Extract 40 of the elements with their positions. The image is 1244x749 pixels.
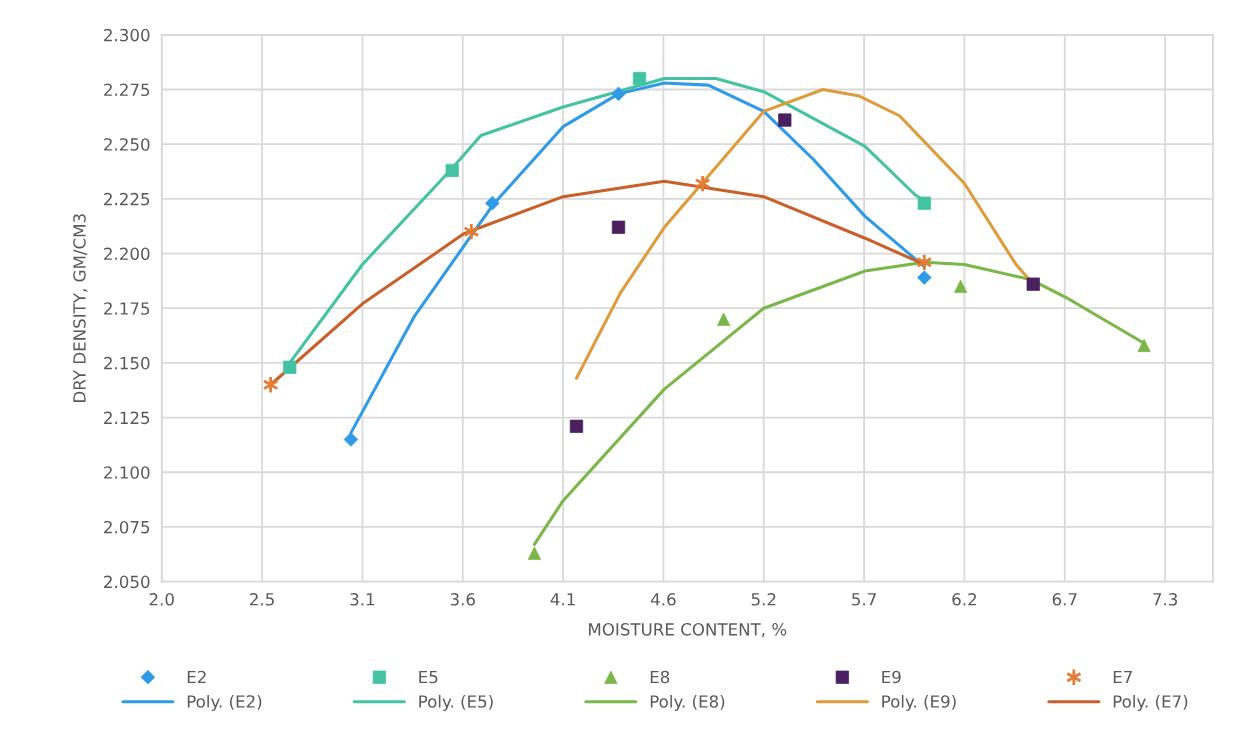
x-tick-label: 4.6 <box>650 593 676 606</box>
legend-label: E9 <box>882 670 901 684</box>
y-tick-label: 2.275 <box>104 83 150 97</box>
x-tick-label: 4.1 <box>550 593 575 606</box>
x-tick-label: 3.1 <box>350 593 375 606</box>
point <box>445 163 459 178</box>
legend-label: E7 <box>1113 670 1132 684</box>
legend-label: E2 <box>187 670 206 684</box>
y-axis-title: DRY DENSITY, GM/CM3 <box>73 214 88 402</box>
y-tick-label: 2.300 <box>104 28 150 42</box>
y-tick-label: 2.050 <box>104 575 150 589</box>
y-tick-label: 2.200 <box>104 247 150 261</box>
x-axis-title: MOISTURE CONTENT, % <box>589 623 787 638</box>
x-tick-label: 2.5 <box>250 593 274 606</box>
x-tick-label: 5.2 <box>751 593 776 606</box>
point <box>283 360 297 374</box>
point <box>569 419 584 433</box>
point <box>1137 338 1151 352</box>
x-tick-label: 7.3 <box>1153 593 1178 606</box>
x-tick-label: 5.7 <box>852 593 876 606</box>
legend-label: Poly. (E8) <box>650 694 725 712</box>
legend-label: Poly. (E7) <box>1113 694 1188 712</box>
legend-label: E8 <box>650 670 670 684</box>
x-tick-label: 2.0 <box>149 593 174 606</box>
x-tick-label: 6.7 <box>1052 593 1077 606</box>
legend-label: Poly. (E5) <box>419 694 493 712</box>
legend-label: Poly. (E2) <box>187 694 262 712</box>
point <box>632 71 647 86</box>
y-tick-label: 2.100 <box>104 466 150 479</box>
x-tick-label: 6.2 <box>952 593 977 606</box>
y-tick-label: 2.075 <box>104 520 150 534</box>
legend-label: Poly. (E9) <box>882 694 956 712</box>
y-tick-label: 2.175 <box>104 302 150 315</box>
legend-label: E5 <box>419 670 438 684</box>
y-tick-label: 2.225 <box>104 192 150 206</box>
y-tick-label: 2.150 <box>104 356 150 370</box>
y-tick-label: 2.125 <box>104 411 150 425</box>
x-tick-label: 3.6 <box>450 593 475 606</box>
y-tick-label: 2.250 <box>104 138 150 151</box>
point <box>611 86 626 102</box>
